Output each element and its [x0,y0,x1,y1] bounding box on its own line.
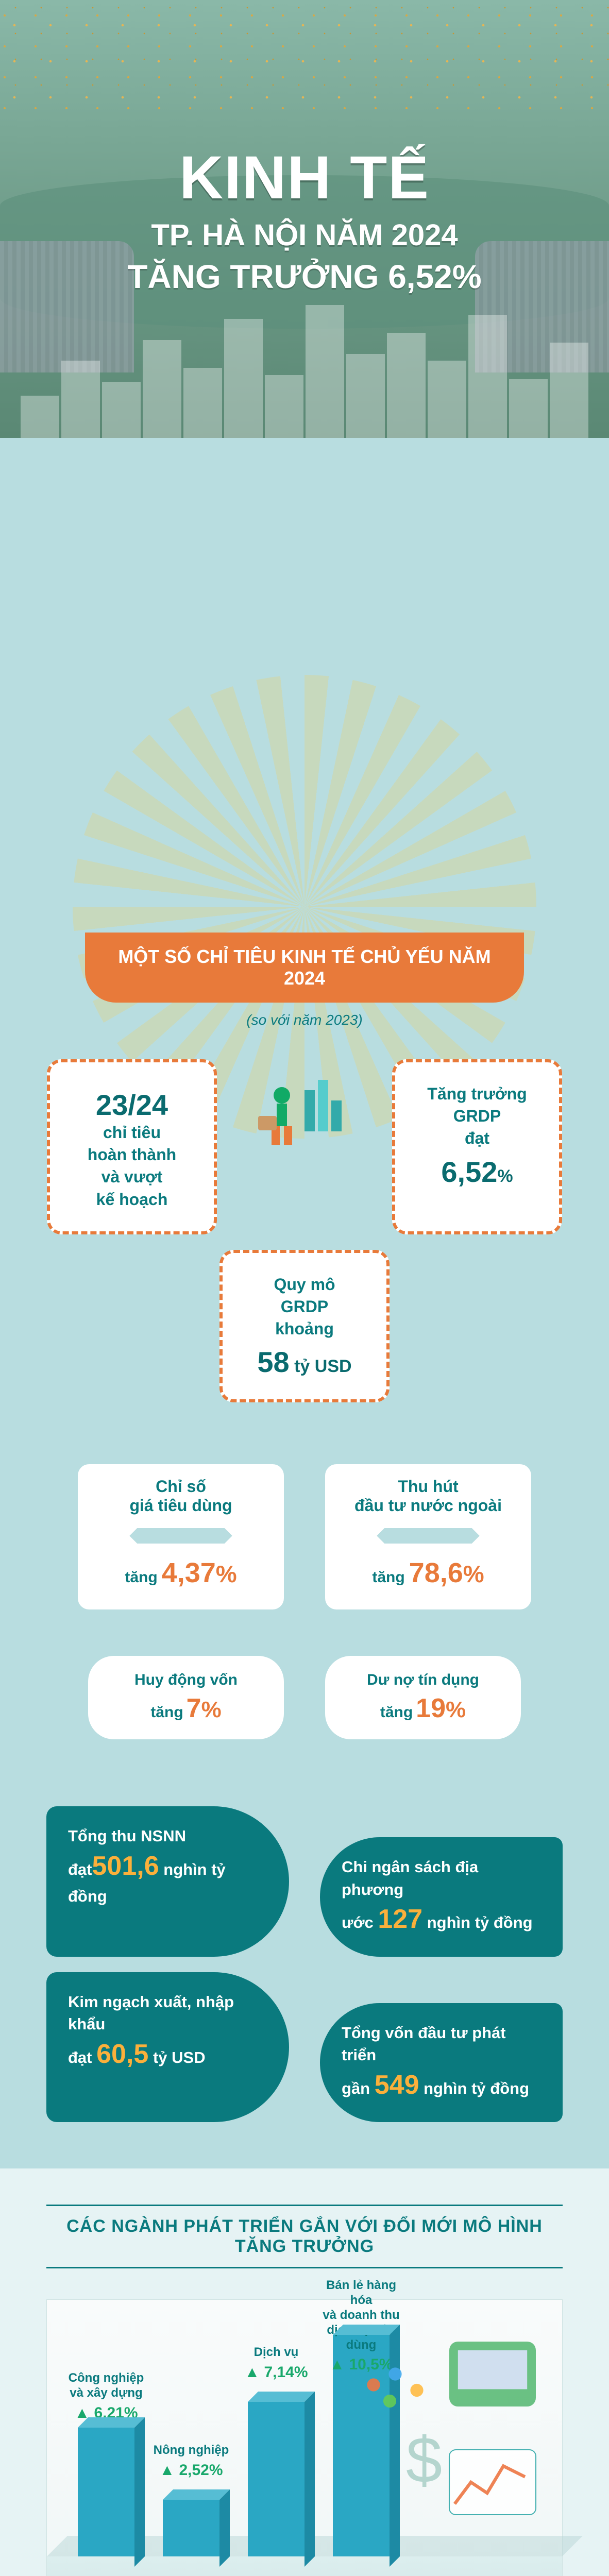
bubble-targets-value: 23/24 [67,1088,196,1122]
hero-banner: KINH TẾ TP. HÀ NỘI NĂM 2024 TĂNG TRƯỞNG … [0,0,609,438]
section-b-title: CÁC NGÀNH PHÁT TRIỂN GẮN VỚI ĐỔI MỚI MÔ … [46,2205,563,2268]
hero-bar [428,361,466,438]
pill-stat: Huy động vốn tăng7% [88,1656,284,1739]
card-grid: Tổng thu NSNN đạt501,6 nghìn tỷ đồng Chi … [46,1806,563,2122]
bar-caption: Nông nghiệp▲ 2,52% [150,2443,232,2480]
bubble-row-2: Quy môGRDPkhoảng 58 tỷ USD [46,1250,563,1403]
hero-bar [265,375,303,438]
sector-chart: Công nghiệpvà xây dựng▲ 6,21% Nông nghiệ… [46,2299,563,2576]
flag-row: Chỉ sốgiá tiêu dùng tăng4,37% Thu hútđầu … [46,1464,563,1609]
section-indicators: MỘT SỐ CHỈ TIÊU KINH TẾ CHỦ YẾU NĂM 2024… [0,438,609,2168]
flag-value: tăng78,6% [325,1544,531,1609]
hero-bar [21,396,59,438]
bar-caption: Công nghiệpvà xây dựng▲ 6,21% [65,2371,147,2422]
bubble-grdp-growth: Tăng trưởngGRDPđạt 6,52% [392,1059,562,1234]
bubble-illustration [253,1059,356,1162]
hero-leaves-decor [0,0,609,110]
hero-bar [183,368,222,438]
hero-bar [509,379,548,438]
bar-top-face [78,2417,145,2428]
chart-decor-icons: $ [330,2331,547,2527]
bar-front-face [78,2428,134,2556]
bubble-grdp-growth-label: Tăng trưởngGRDPđạt [413,1083,542,1150]
bar-front-face [163,2500,219,2556]
hero-bar [224,319,263,438]
flag-title: Thu hútđầu tư nước ngoài [325,1464,531,1528]
bubble-targets: 23/24 chỉ tiêuhoàn thànhvà vượtkế hoạch [47,1059,217,1234]
section-a-subtitle: (so với năm 2023) [46,1012,563,1028]
bar-side-face [134,2417,145,2567]
flag-stat: Chỉ sốgiá tiêu dùng tăng4,37% [78,1464,284,1609]
bar-top-face [163,2489,230,2500]
flag-value: tăng4,37% [78,1544,284,1609]
stat-card: Tổng vốn đầu tư phát triểngần 549 nghìn … [320,2003,563,2123]
bubble-grdp-scale-label: Quy môGRDPkhoảng [240,1274,369,1341]
section-sectors: CÁC NGÀNH PHÁT TRIỂN GẮN VỚI ĐỔI MỚI MÔ … [0,2168,609,2576]
bar-caption: Dịch vụ▲ 7,14% [235,2345,317,2382]
sector-bar: Công nghiệpvà xây dựng▲ 6,21% [78,2417,134,2556]
bar-side-face [219,2489,230,2567]
hero-bar [468,315,507,438]
pill-title: Dư nợ tín dụng [351,1671,495,1689]
bubble-targets-label: chỉ tiêuhoàn thànhvà vượtkế hoạch [67,1122,196,1211]
stat-card: Tổng thu NSNN đạt501,6 nghìn tỷ đồng [46,1806,289,1957]
hero-bar [102,382,141,438]
hero-bar [306,305,344,438]
flag-title: Chỉ sốgiá tiêu dùng [78,1464,284,1528]
bar-front-face [248,2402,304,2556]
svg-text:$: $ [406,2424,442,2496]
sector-bar: Nông nghiệp▲ 2,52% [163,2489,219,2556]
hero-subtitle-2: TĂNG TRƯỞNG 6,52% [127,258,481,296]
bubble-grdp-scale: Quy môGRDPkhoảng 58 tỷ USD [219,1250,390,1403]
pill-value: tăng7% [114,1693,258,1724]
hero-bar [61,361,100,438]
bar-side-face [304,2392,315,2567]
flag-stat: Thu hútđầu tư nước ngoài tăng78,6% [325,1464,531,1609]
hero-bar [550,343,588,438]
bar-top-face [248,2392,315,2402]
hero-title: KINH TẾ [179,143,430,213]
pill-title: Huy động vốn [114,1671,258,1689]
section-a-banner: MỘT SỐ CHỈ TIÊU KINH TẾ CHỦ YẾU NĂM 2024 [85,933,524,1003]
hero-bar [346,354,385,438]
bubble-grdp-growth-value: 6,52% [413,1155,542,1189]
infographic-root: KINH TẾ TP. HÀ NỘI NĂM 2024 TĂNG TRƯỞNG … [0,0,609,2576]
hero-subtitle-1: TP. HÀ NỘI NĂM 2024 [151,218,458,252]
analyst-icon [253,1059,356,1162]
sector-bar: Dịch vụ▲ 7,14% [248,2392,304,2556]
bubble-grdp-scale-value: 58 tỷ USD [240,1345,369,1379]
pill-row: Huy động vốn tăng7% Dư nợ tín dụng tăng19… [46,1656,563,1739]
stat-card: Chi ngân sách địa phươngước 127 nghìn tỷ… [320,1837,563,1957]
hero-bar [387,333,426,438]
pill-value: tăng19% [351,1693,495,1724]
pill-stat: Dư nợ tín dụng tăng19% [325,1656,521,1739]
stat-card: Kim ngạch xuất, nhập khẩuđạt 60,5 tỷ USD [46,1972,289,2123]
bubble-row-1: 23/24 chỉ tiêuhoàn thànhvà vượtkế hoạch … [46,1059,563,1234]
hero-bar-decor [0,298,609,438]
hero-bar [143,340,181,438]
